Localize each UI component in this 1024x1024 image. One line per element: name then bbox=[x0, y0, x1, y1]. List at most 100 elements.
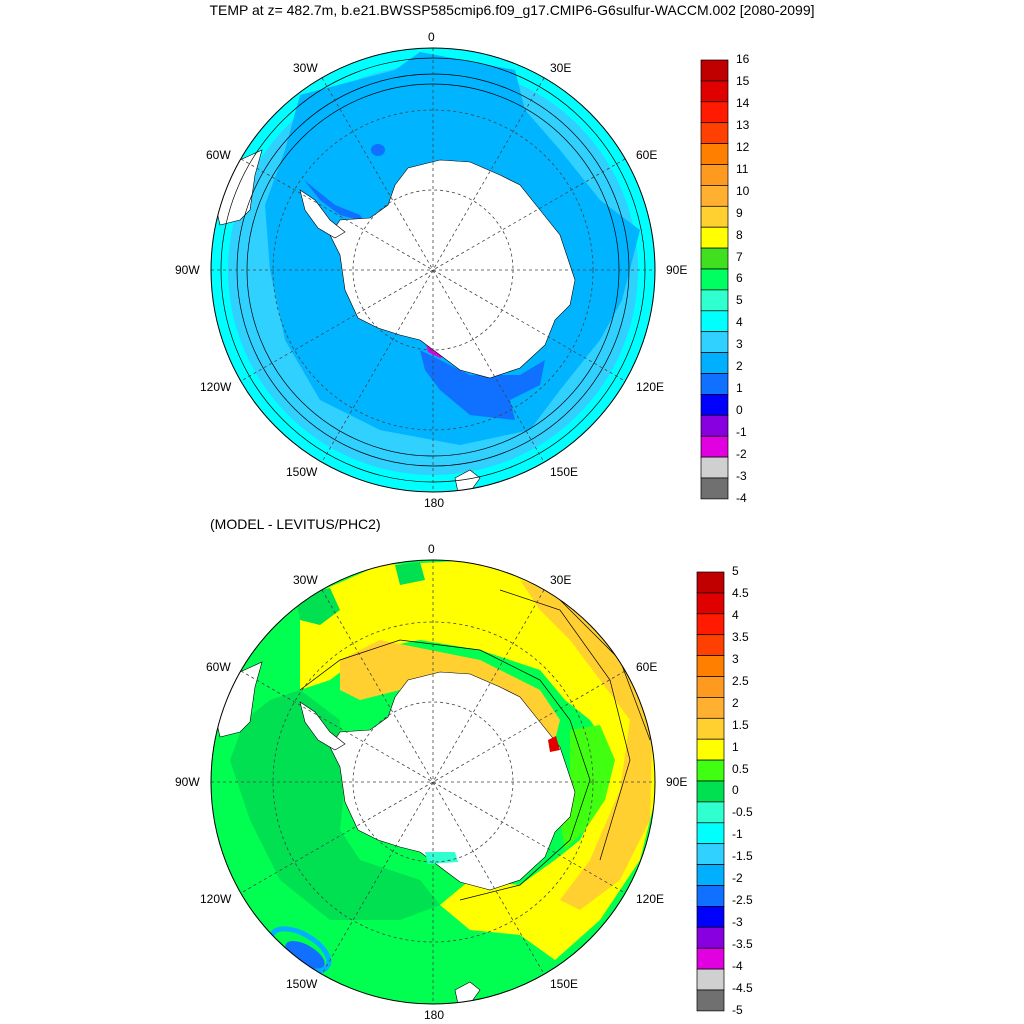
bottom-colorbar-swatch-19 bbox=[696, 968, 725, 991]
top-colorbar-swatch-15 bbox=[700, 373, 729, 395]
top-colorbar-label-12: 4 bbox=[736, 315, 743, 330]
bottom-colorbar-swatch-13 bbox=[696, 843, 725, 865]
top-ocean-deep bbox=[420, 350, 545, 420]
bottom-lon-label-180: 180 bbox=[424, 1008, 445, 1022]
bottom-colorbar-label-12: -1 bbox=[732, 827, 743, 842]
top-colorbar-swatch-8 bbox=[700, 226, 729, 249]
difference-subtitle: (MODEL - LEVITUS/PHC2) bbox=[210, 516, 381, 532]
bottom-colorbar-swatch-6 bbox=[696, 697, 725, 719]
bottom-orange-region bbox=[520, 580, 652, 910]
top-new-zealand bbox=[454, 469, 481, 492]
bottom-lon-label-30e: 30E bbox=[550, 573, 572, 587]
bottom-colorbar-label-3: 3.5 bbox=[732, 629, 749, 644]
top-colorbar-label-18: -2 bbox=[736, 447, 747, 461]
bottom-colorbar-label-19: -4.5 bbox=[732, 980, 753, 995]
top-colorbar-label-3: 13 bbox=[736, 117, 750, 132]
top-small-patch bbox=[371, 144, 385, 156]
top-colorbar-swatch-12 bbox=[700, 310, 729, 333]
bottom-colorbar-label-9: 0.5 bbox=[732, 761, 749, 776]
top-lon-label-90e: 90E bbox=[666, 263, 688, 277]
bottom-colorbar-label-0: 5 bbox=[732, 564, 739, 578]
bottom-colorbar-swatch-2 bbox=[696, 613, 725, 636]
bottom-colorbar-label-6: 2 bbox=[732, 695, 739, 710]
bottom-colorbar-label-5: 2.5 bbox=[732, 673, 749, 688]
top-colorbar-label-14: 2 bbox=[736, 359, 743, 374]
bottom-south-america bbox=[211, 661, 263, 738]
top-colorbar-label-2: 14 bbox=[736, 95, 750, 110]
top-colorbar-swatch-19 bbox=[700, 456, 729, 479]
bottom-antarctica bbox=[329, 671, 576, 891]
top-colorbar-label-20: -4 bbox=[736, 490, 747, 505]
top-map-border bbox=[210, 47, 656, 493]
top-lon-label-60e: 60E bbox=[636, 148, 658, 162]
top-graticule bbox=[211, 48, 655, 492]
top-colorbar-swatch-9 bbox=[700, 247, 729, 270]
bottom-lon-label-60e: 60E bbox=[636, 660, 658, 674]
bottom-colorbar-label-4: 3 bbox=[732, 651, 739, 666]
bottom-lon-label-90e: 90E bbox=[666, 775, 688, 789]
top-south-america bbox=[211, 149, 263, 226]
bottom-lon-label-90w: 90W bbox=[175, 775, 200, 789]
bottom-lon-label-150e: 150E bbox=[550, 977, 579, 991]
top-colorbar-label-10: 6 bbox=[736, 271, 743, 286]
top-lon-label-120e: 120E bbox=[636, 380, 665, 394]
top-colorbar-swatch-11 bbox=[700, 289, 729, 312]
bottom-new-zealand bbox=[454, 981, 481, 1004]
top-colorbar-label-6: 10 bbox=[736, 183, 750, 198]
top-colorbar-swatch-6 bbox=[700, 185, 729, 207]
top-colorbar-swatch-0 bbox=[700, 59, 729, 82]
bottom-colorbar-label-17: -3.5 bbox=[732, 937, 753, 952]
bottom-colorbar-swatch-14 bbox=[696, 864, 725, 886]
bottom-map-border bbox=[210, 559, 656, 1005]
bottom-colorbar-label-20: -5 bbox=[732, 1002, 743, 1017]
bottom-colorbar-swatch-9 bbox=[696, 759, 725, 782]
bottom-colorbar-label-1: 4.5 bbox=[732, 585, 749, 600]
top-colorbar-swatch-2 bbox=[700, 101, 729, 124]
bottom-green-north bbox=[395, 562, 425, 585]
top-colorbar-swatch-18 bbox=[700, 435, 729, 458]
bottom-colorbar bbox=[696, 571, 725, 1012]
bottom-colorbar-swatch-20 bbox=[696, 989, 725, 1012]
top-lon-label-0: 0 bbox=[428, 30, 435, 44]
bottom-colorbar-swatch-7 bbox=[696, 717, 725, 740]
bottom-colorbar-swatch-17 bbox=[696, 926, 725, 949]
top-colorbar-swatch-5 bbox=[700, 164, 729, 186]
top-colorbar-label-13: 3 bbox=[736, 337, 743, 352]
bottom-colorbar-swatch-16 bbox=[696, 906, 725, 928]
bottom-green-west bbox=[230, 690, 440, 920]
bottom-colorbar-swatch-10 bbox=[696, 780, 725, 803]
top-colorbar-label-5: 11 bbox=[736, 161, 749, 176]
bottom-lon-label-120w: 120W bbox=[200, 892, 232, 906]
top-lon-label-60w: 60W bbox=[206, 148, 231, 162]
bottom-colorbar-label-18: -4 bbox=[732, 959, 743, 973]
top-colorbar-label-8: 8 bbox=[736, 227, 743, 242]
bottom-red-spot bbox=[548, 736, 560, 752]
top-colorbar-swatch-1 bbox=[700, 80, 729, 103]
bottom-colorbar-swatch-15 bbox=[696, 885, 725, 907]
bottom-warm-region bbox=[300, 560, 655, 960]
bottom-colorbar-label-10: 0 bbox=[732, 783, 739, 798]
figure-title: TEMP at z= 482.7m, b.e21.BWSSP585cmip6.f… bbox=[209, 2, 815, 18]
top-colorbar-swatch-14 bbox=[700, 352, 729, 374]
top-colorbar-label-7: 9 bbox=[736, 205, 743, 220]
top-deep-patch bbox=[304, 180, 365, 222]
bottom-colorbar-swatch-0 bbox=[696, 571, 725, 594]
top-colorbar-swatch-13 bbox=[700, 331, 729, 353]
top-colorbar-label-4: 12 bbox=[736, 139, 750, 154]
top-lon-label-180: 180 bbox=[424, 496, 445, 510]
bottom-colorbar-label-11: -0.5 bbox=[732, 805, 753, 820]
top-colorbar-label-11: 5 bbox=[736, 293, 743, 308]
bottom-colorbar-label-7: 1.5 bbox=[732, 717, 749, 732]
bottom-blue-patch bbox=[285, 941, 325, 969]
top-lon-label-30w: 30W bbox=[293, 61, 318, 75]
top-colorbar-label-9: 7 bbox=[736, 249, 743, 264]
bottom-colorbar-swatch-8 bbox=[696, 738, 725, 761]
top-colorbar-swatch-17 bbox=[700, 414, 729, 437]
top-lon-label-120w: 120W bbox=[200, 380, 232, 394]
bottom-colorbar-label-8: 1 bbox=[732, 739, 739, 754]
top-colorbar-swatch-20 bbox=[700, 477, 729, 500]
bottom-colorbar-label-2: 4 bbox=[732, 607, 739, 622]
top-antarctica bbox=[329, 159, 576, 379]
top-colorbar-swatch-16 bbox=[700, 394, 729, 416]
top-colorbar bbox=[700, 59, 729, 500]
